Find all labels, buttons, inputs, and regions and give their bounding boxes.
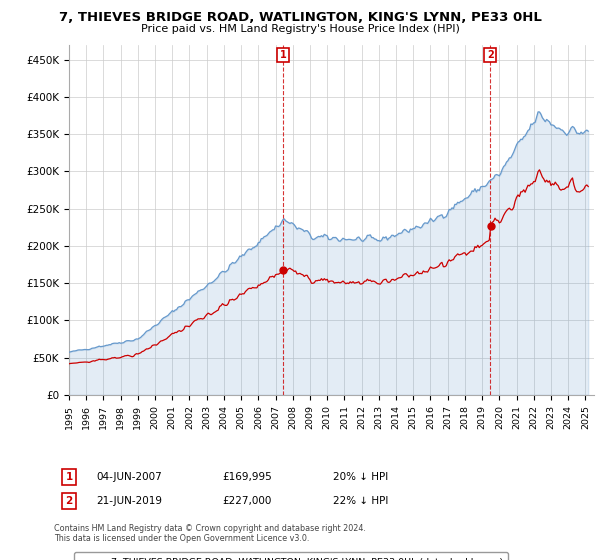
Text: 2: 2 bbox=[65, 496, 73, 506]
Text: £227,000: £227,000 bbox=[222, 496, 271, 506]
Text: 20% ↓ HPI: 20% ↓ HPI bbox=[333, 472, 388, 482]
Text: 04-JUN-2007: 04-JUN-2007 bbox=[96, 472, 162, 482]
Text: 7, THIEVES BRIDGE ROAD, WATLINGTON, KING'S LYNN, PE33 0HL: 7, THIEVES BRIDGE ROAD, WATLINGTON, KING… bbox=[59, 11, 541, 24]
Text: 21-JUN-2019: 21-JUN-2019 bbox=[96, 496, 162, 506]
Text: Price paid vs. HM Land Registry's House Price Index (HPI): Price paid vs. HM Land Registry's House … bbox=[140, 24, 460, 34]
Text: 2: 2 bbox=[487, 50, 494, 60]
Text: Contains HM Land Registry data © Crown copyright and database right 2024.
This d: Contains HM Land Registry data © Crown c… bbox=[54, 524, 366, 543]
Text: 1: 1 bbox=[65, 472, 73, 482]
Legend: 7, THIEVES BRIDGE ROAD, WATLINGTON, KING'S LYNN, PE33 0HL (detached house), HPI:: 7, THIEVES BRIDGE ROAD, WATLINGTON, KING… bbox=[74, 552, 508, 560]
Text: 1: 1 bbox=[280, 50, 286, 60]
Text: £169,995: £169,995 bbox=[222, 472, 272, 482]
Text: 22% ↓ HPI: 22% ↓ HPI bbox=[333, 496, 388, 506]
